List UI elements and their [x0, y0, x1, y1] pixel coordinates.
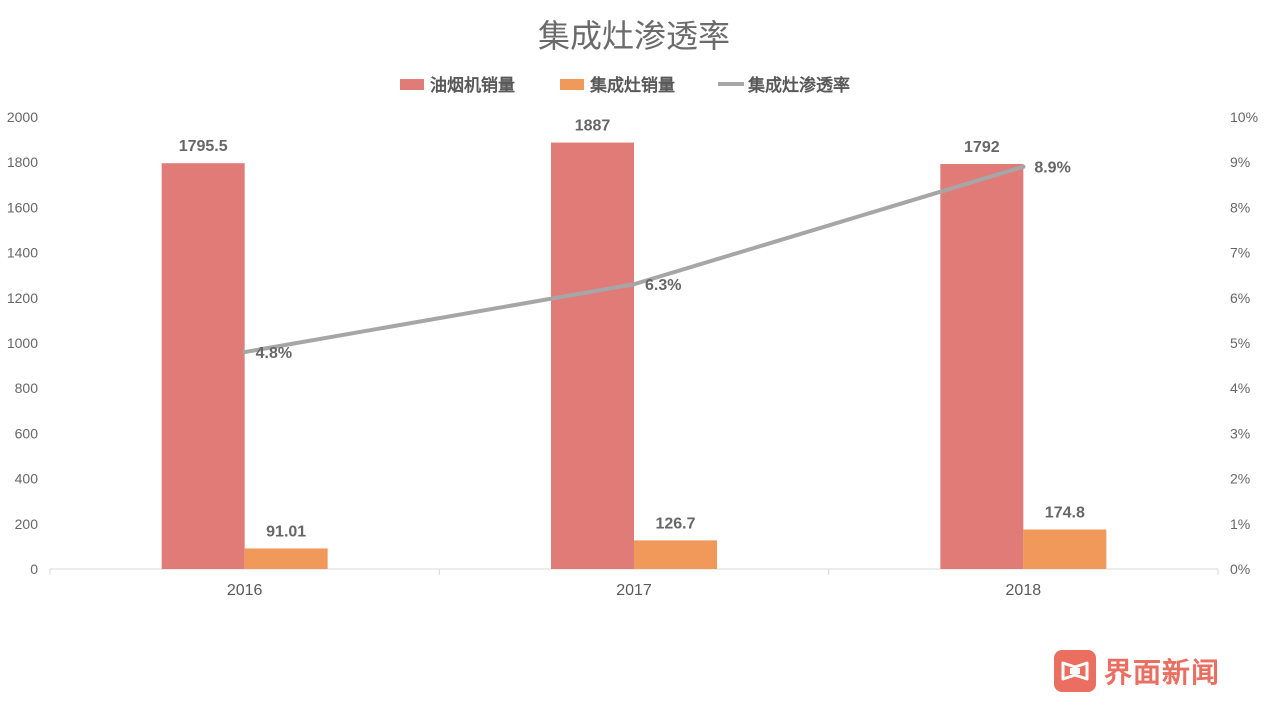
- chart-legend: 油烟机销量 集成灶销量 集成灶渗透率: [400, 75, 850, 96]
- bar-data-label: 91.01: [266, 523, 306, 540]
- bar: [244, 548, 328, 569]
- y-axis-tick-label: 0: [30, 561, 38, 577]
- bar-data-label: 1792: [964, 139, 1000, 156]
- bar: [161, 163, 245, 570]
- y-axis-tick-label: 2000: [7, 109, 38, 125]
- brand-logo-text: 界面新闻: [1104, 656, 1221, 689]
- y-axis-tick-label: 1800: [7, 154, 38, 170]
- bar: [1023, 529, 1107, 569]
- y-axis-tick-label: 400: [15, 471, 39, 487]
- bar-data-label: 1887: [575, 118, 611, 135]
- bar: [940, 164, 1024, 569]
- chart-title: 集成灶渗透率: [538, 17, 730, 55]
- x-axis-tick-label: 2017: [616, 582, 652, 599]
- y2-axis-tick-label: 8%: [1230, 199, 1250, 215]
- y-axis-tick-label: 1200: [7, 290, 38, 306]
- y-axis-tick-label: 1400: [7, 245, 38, 261]
- brand-logo: 界面新闻: [1054, 650, 1220, 692]
- y2-axis-tick-label: 0%: [1230, 561, 1250, 577]
- y2-axis-tick-label: 10%: [1230, 109, 1258, 125]
- y2-axis-tick-label: 6%: [1230, 290, 1250, 306]
- y2-axis-tick-label: 4%: [1230, 380, 1250, 396]
- legend-label: 油烟机销量: [430, 75, 515, 96]
- legend-label: 集成灶销量: [589, 75, 675, 96]
- chart-axes: 0 200 400 600 800 1000 1200 1400 1600 1800 2000 0% 1…: [7, 109, 1258, 599]
- legend-label: 集成灶渗透率: [747, 75, 850, 96]
- brand-logo-icon: [1054, 650, 1096, 692]
- y-axis-tick-label: 1000: [7, 335, 38, 351]
- chart-bars: [161, 142, 1107, 570]
- line-point: [242, 350, 247, 355]
- y-axis-tick-label: 1600: [7, 199, 38, 215]
- line-point: [632, 282, 636, 287]
- bar: [634, 540, 717, 569]
- line-point: [1021, 164, 1026, 169]
- bar-data-label: 174.8: [1045, 504, 1085, 521]
- y2-axis-tick-label: 9%: [1230, 154, 1250, 170]
- line-data-label: 6.3%: [645, 277, 681, 294]
- line-data-label: 8.9%: [1034, 160, 1070, 177]
- y-axis-tick-label: 800: [15, 380, 39, 396]
- y2-axis-tick-label: 3%: [1230, 425, 1250, 441]
- y2-axis-tick-label: 1%: [1230, 516, 1250, 532]
- legend-bar-swatch: [400, 79, 424, 90]
- y2-axis-tick-label: 2%: [1230, 471, 1250, 487]
- x-axis-tick-label: 2018: [1006, 582, 1042, 599]
- bar: [551, 142, 634, 569]
- y2-axis-tick-label: 7%: [1230, 245, 1250, 261]
- chart-data-labels: 1795.5 1887 1792 91.01 126.7 174.8 4.8% 6.3% 8.9…: [179, 118, 1085, 541]
- legend-bar-swatch: [560, 79, 584, 90]
- bar-data-label: 126.7: [655, 515, 695, 532]
- chart-line: [242, 164, 1026, 355]
- bar-data-label: 1795.5: [179, 138, 228, 155]
- line-data-label: 4.8%: [256, 345, 292, 362]
- x-axis-tick-label: 2016: [227, 582, 263, 599]
- y-axis-tick-label: 200: [15, 516, 39, 532]
- y-axis-tick-label: 600: [15, 425, 39, 441]
- y2-axis-tick-label: 5%: [1230, 335, 1250, 351]
